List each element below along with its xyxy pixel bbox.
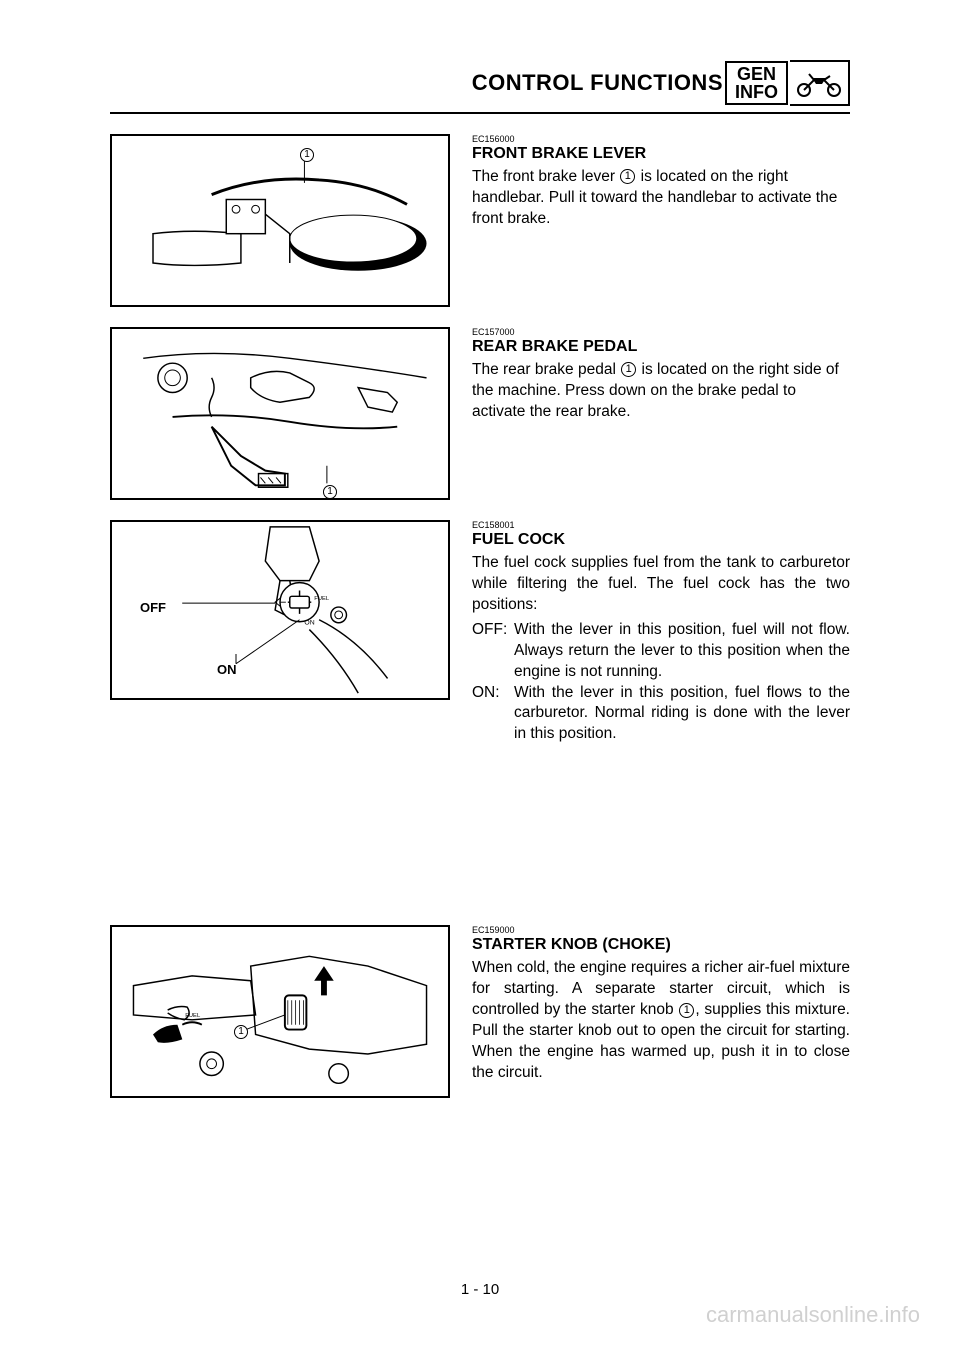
body-text: The rear brake pedal 1 is located on the… [472,360,850,423]
def-off: OFF: With the lever in this position, fu… [472,620,850,683]
section-title: FRONT BRAKE LEVER [472,145,850,163]
def-text: With the lever in this position, fuel wi… [514,620,850,683]
section-title: FUEL COCK [472,531,850,549]
figure-callout-1: 1 [300,148,314,162]
def-on: ON: With the lever in this position, fue… [472,683,850,746]
section-starter-knob: FUEL 1 EC159000 STARTER KNOB (CHOKE) Whe… [110,925,850,1098]
circled-number: 1 [621,362,636,377]
section-title: REAR BRAKE PEDAL [472,338,850,356]
text-fuel-cock: EC158001 FUEL COCK The fuel cock supplie… [472,520,850,745]
header-box-info: INFO [735,83,778,101]
header-info-box: GEN INFO [725,61,788,105]
section-title: STARTER KNOB (CHOKE) [472,936,850,954]
body-text: The front brake lever 1 is located on th… [472,167,850,230]
definition-list: OFF: With the lever in this position, fu… [472,620,850,746]
section-rear-brake: 1 EC157000 REAR BRAKE PEDAL The rear bra… [110,327,850,500]
text-front-brake: EC156000 FRONT BRAKE LEVER The front bra… [472,134,850,307]
body-pre: The front brake lever [472,168,619,185]
def-label: ON: [472,683,514,746]
text-rear-brake: EC157000 REAR BRAKE PEDAL The rear brake… [472,327,850,500]
watermark: carmanualsonline.info [706,1302,920,1328]
def-label: OFF: [472,620,514,683]
body-pre: The rear brake pedal [472,361,620,378]
motorcycle-icon [790,60,850,106]
ec-code: EC158001 [472,520,850,530]
figure-label-off: OFF [140,600,166,615]
circled-number: 1 [679,1003,694,1018]
text-starter-knob: EC159000 STARTER KNOB (CHOKE) When cold,… [472,925,850,1098]
def-text: With the lever in this position, fuel fl… [514,683,850,746]
figure-starter-knob: FUEL 1 [110,925,450,1098]
figure-fuel-cock: ON FUEL OFF ON [110,520,450,700]
header-box-gen: GEN [737,65,776,83]
figure-label-on: ON [217,662,237,677]
section-front-brake: 1 EC156000 FRONT BRAKE LEVER The front b… [110,134,850,307]
svg-text:FUEL: FUEL [185,1013,201,1019]
body-intro: The fuel cock supplies fuel from the tan… [472,553,850,616]
ec-code: EC157000 [472,327,850,337]
circled-number: 1 [620,169,635,184]
svg-text:ON: ON [304,620,314,627]
svg-text:FUEL: FUEL [314,596,330,602]
body-text: When cold, the engine requires a richer … [472,958,850,1084]
page-number: 1 - 10 [0,1281,960,1298]
header-rule [110,112,850,114]
figure-rear-brake-pedal: 1 [110,327,450,500]
ec-code: EC156000 [472,134,850,144]
header-title: CONTROL FUNCTIONS [472,70,723,96]
page-header: CONTROL FUNCTIONS GEN INFO [110,60,850,106]
figure-front-brake-lever: 1 [110,134,450,307]
section-fuel-cock: ON FUEL OFF ON EC158001 FUEL COCK The fu… [110,520,850,745]
ec-code: EC159000 [472,925,850,935]
figure-callout-1: 1 [323,485,337,499]
